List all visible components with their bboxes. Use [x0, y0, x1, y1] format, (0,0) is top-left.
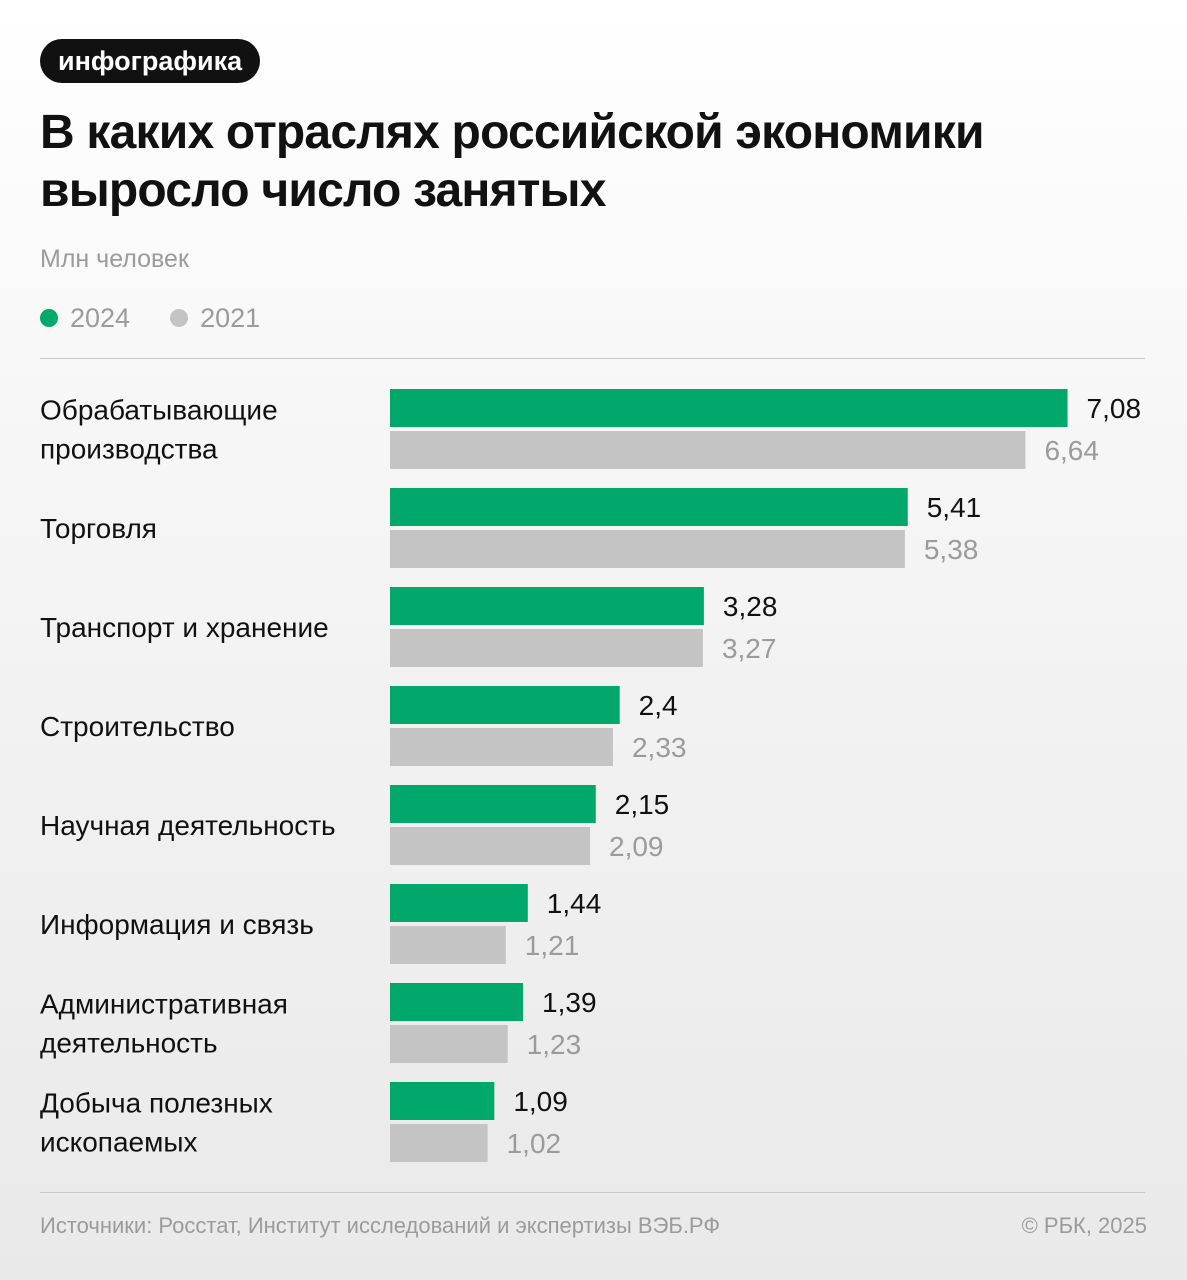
- bar-2021: [390, 728, 613, 766]
- infographic-badge: инфографика: [40, 39, 261, 83]
- data-label-2024: 2,15: [615, 789, 670, 820]
- bar-2024: [390, 785, 596, 823]
- legend-item-2024: 2024: [40, 301, 130, 335]
- bar-2021: [390, 926, 506, 964]
- category-label-line: ископаемых: [40, 1127, 197, 1158]
- data-label-2024: 3,28: [723, 591, 778, 622]
- bar-2021: [390, 1025, 508, 1063]
- bar-2021: [390, 530, 905, 568]
- data-label-2021: 5,38: [924, 534, 979, 565]
- legend-label-2024: 2024: [70, 303, 131, 333]
- bottom-divider: [40, 1192, 1145, 1193]
- data-label-2021: 6,64: [1044, 435, 1099, 466]
- category-label: Строительство: [40, 711, 235, 742]
- data-label-2024: 5,41: [927, 492, 982, 523]
- bar-2024: [390, 686, 620, 724]
- legend-swatch-2024: [40, 309, 58, 327]
- category-label: Административная деятельность: [40, 989, 288, 1059]
- data-label-2024: 7,08: [1087, 393, 1142, 424]
- copyright-note: © РБК, 2025: [1021, 1213, 1147, 1238]
- bar-2024: [390, 587, 704, 625]
- category-label-line: Обрабатывающие: [40, 395, 278, 426]
- category-label: Научная деятельность: [40, 810, 336, 841]
- legend-label-2021: 2021: [200, 303, 261, 333]
- category-label: Торговля: [40, 513, 157, 544]
- legend: 2024 2021: [40, 301, 300, 335]
- bar-2024: [390, 884, 528, 922]
- data-label-2021: 3,27: [722, 633, 777, 664]
- category-label-line: Информация и связь: [40, 909, 314, 940]
- category-label: Добыча полезных ископаемых: [40, 1088, 273, 1158]
- data-label-2021: 1,21: [525, 930, 580, 961]
- chart-title: В каких отраслях российской экономики вы…: [40, 106, 984, 217]
- bar-2021: [390, 629, 703, 667]
- category-label-line: деятельность: [40, 1028, 218, 1059]
- bar-2021: [390, 827, 591, 865]
- category-label-line: Строительство: [40, 711, 235, 742]
- category-label-line: Добыча полезных: [40, 1088, 273, 1119]
- bar-2024: [390, 1082, 495, 1120]
- data-label-2021: 2,09: [609, 831, 664, 862]
- unit-label: Млн человек: [40, 245, 189, 273]
- legend-swatch-2021: [170, 309, 189, 327]
- category-label: Транспорт и хранение: [40, 612, 329, 643]
- bar-2024: [390, 983, 524, 1021]
- category-label: Обрабатывающие производства: [40, 395, 278, 465]
- source-note: Источники: Росстат, Институт исследовани…: [40, 1213, 721, 1238]
- data-label-2021: 1,02: [507, 1128, 562, 1159]
- data-label-2024: 1,39: [542, 987, 597, 1018]
- category-label-line: Административная: [40, 989, 288, 1020]
- category-label-line: Транспорт и хранение: [40, 612, 329, 643]
- category-label-line: производства: [40, 434, 218, 465]
- category-label-line: Научная деятельность: [40, 810, 336, 841]
- data-label-2024: 2,4: [639, 690, 678, 721]
- bar-2021: [390, 1124, 488, 1162]
- legend-item-2021: 2021: [170, 301, 260, 335]
- bar-2021: [390, 431, 1026, 469]
- data-label-2021: 2,33: [632, 732, 687, 763]
- data-label-2021: 1,23: [527, 1029, 582, 1060]
- data-label-2024: 1,09: [513, 1086, 568, 1117]
- top-divider: [40, 358, 1145, 359]
- data-label-2024: 1,44: [547, 888, 602, 919]
- category-label: Информация и связь: [40, 909, 314, 940]
- bar-2024: [390, 488, 908, 526]
- category-label-line: Торговля: [40, 513, 157, 544]
- bar-2024: [390, 389, 1068, 427]
